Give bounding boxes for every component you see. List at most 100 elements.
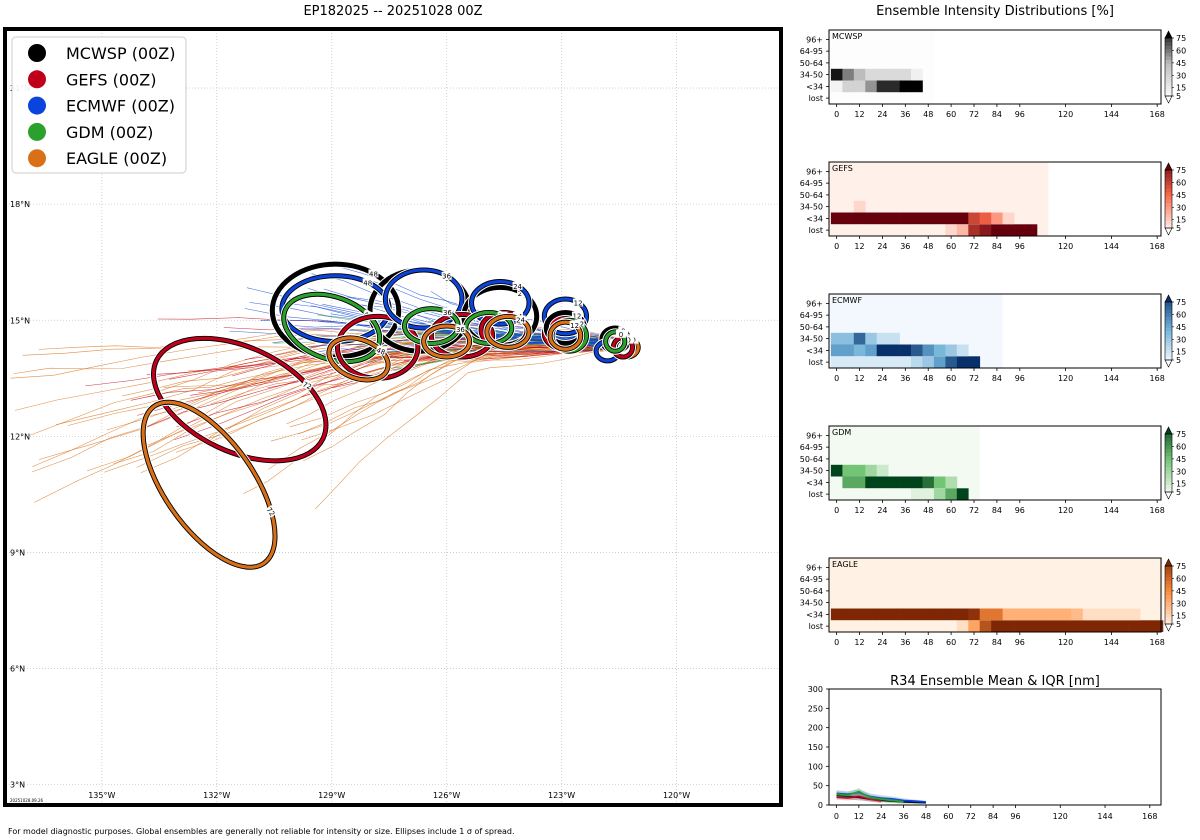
colorbar-segment — [1165, 327, 1172, 332]
heatmap-cell — [922, 344, 935, 357]
colorbar-segment — [1165, 595, 1172, 599]
heatmap-x-label: 84 — [992, 506, 1002, 515]
colorbar-segment — [1165, 488, 1172, 493]
heatmap-cell — [842, 212, 855, 225]
legend-marker-mcwsp — [28, 44, 46, 62]
colorbar-segment — [1165, 448, 1172, 453]
colorbar-tick-label: 45 — [1176, 587, 1186, 596]
colorbar-segment — [1165, 45, 1172, 50]
colorbar-segment — [1165, 481, 1172, 486]
heatmap-cell — [853, 68, 866, 81]
heatmap-x-label: 36 — [900, 506, 910, 515]
heatmap-cell — [888, 608, 900, 621]
heatmap-cell — [933, 488, 946, 500]
heatmap-x-label: 84 — [992, 638, 1002, 647]
heatmap-y-label: 64-95 — [800, 179, 823, 188]
heatmap-cell — [888, 332, 900, 345]
heatmap-y-label: 96+ — [806, 563, 823, 572]
heatmap-x-label: 168 — [1150, 110, 1165, 119]
heatmap-y-label: 34-50 — [800, 335, 823, 344]
heatmap-y-label: 64-95 — [800, 575, 823, 584]
colorbar-segment — [1165, 459, 1172, 464]
ellipse-ring — [141, 400, 277, 569]
heatmap-cell — [842, 464, 855, 477]
heatmap-x-label: 24 — [877, 506, 887, 515]
heatmap-x-label: 60 — [946, 110, 956, 119]
heatmap-y-label: <34 — [806, 346, 823, 355]
colorbar-segment — [1165, 209, 1172, 214]
colorbar-tick-label: 75 — [1176, 166, 1186, 175]
heatmap-cell — [899, 344, 912, 357]
ensemble-track — [32, 346, 628, 467]
heatmap-cell — [911, 68, 923, 81]
legend-marker-ecmwf — [28, 96, 46, 115]
map-frame — [3, 27, 783, 807]
heatmap-y-label: 96+ — [806, 431, 823, 440]
heatmap-cell — [830, 344, 843, 357]
heatmap-cell — [1059, 608, 1072, 621]
heatmap-cell — [933, 212, 946, 225]
colorbar-segment — [1165, 576, 1172, 581]
colorbar-segment — [1165, 470, 1172, 475]
heatmap-x-label: 0 — [834, 506, 839, 515]
heatmap-x-label: 48 — [923, 242, 933, 251]
colorbar-segment — [1165, 173, 1172, 178]
heatmap-cell — [1059, 620, 1072, 632]
heatmap-cell — [945, 476, 958, 489]
heatmap-cell — [865, 464, 878, 477]
heatmap-cell — [933, 608, 946, 621]
ellipse-hour-bg — [301, 379, 314, 391]
colorbar-segment — [1165, 88, 1172, 93]
heatmap-x-label: 36 — [900, 242, 910, 251]
heatmap-y-label: 34-50 — [800, 467, 823, 476]
ensemble-tracks — [10, 263, 629, 510]
heatmap-cell — [830, 356, 843, 368]
colorbar-min-extend — [1164, 623, 1173, 632]
legend-label: EAGLE (00Z) — [66, 149, 167, 168]
ensemble-track — [104, 348, 626, 473]
heatmap-cell — [876, 464, 889, 477]
heatmap-cell — [956, 344, 969, 357]
heatmap-cell — [991, 608, 1003, 621]
heatmap-cell — [899, 356, 912, 368]
heatmap-x-label: 168 — [1150, 242, 1165, 251]
ellipse-mcwsp-48h: 48 — [268, 260, 403, 361]
colorbar-segment — [1165, 224, 1172, 229]
r34-x-label: 72 — [966, 812, 976, 821]
heatmap-panel-label: ECMWF — [832, 296, 862, 305]
r34-y-label: 50 — [813, 782, 823, 791]
colorbar-tick-label: 75 — [1176, 430, 1186, 439]
heatmap-panel-label: GDM — [832, 428, 851, 437]
ellipse-hour-bg — [573, 298, 584, 307]
colorbar-tick-label: 60 — [1176, 46, 1186, 55]
colorbar-segment — [1165, 473, 1172, 478]
heatmap-cell — [1082, 608, 1095, 621]
heatmap-cell — [876, 356, 889, 368]
ellipse-ring — [604, 330, 627, 353]
heatmap-panel-label: MCWSP — [832, 32, 862, 41]
heatmap-cell — [1037, 608, 1049, 621]
ellipse-ring — [548, 320, 583, 351]
ellipse-eagle-36h: 36 — [420, 322, 474, 361]
lat-tick-label: 9°N — [10, 548, 25, 557]
heatmap-x-label: 168 — [1150, 638, 1165, 647]
heatmap-cell — [1048, 608, 1061, 621]
heatmap-cell — [968, 608, 981, 621]
heatmap-x-label: 12 — [854, 110, 864, 119]
lon-tick-label: 126°W — [433, 791, 460, 800]
heatmap-cell — [991, 224, 1003, 236]
heatmap-cell — [1082, 620, 1095, 632]
heatmap-cell — [865, 356, 878, 368]
r34-x-label: 12 — [854, 812, 864, 821]
ellipse-ring — [327, 336, 390, 382]
ellipse-hour-bg — [455, 325, 466, 334]
heatmap-panel-gdm: GDM lost <34 34-50 50-64 64-95 96+ 0 12 24 36 48 60 7… — [800, 425, 1186, 515]
colorbar-segment — [1165, 63, 1172, 68]
colorbar-segment — [1165, 598, 1172, 603]
heatmap-cell — [888, 356, 900, 368]
heatmap-y-label: <34 — [806, 610, 823, 619]
colorbar-segment — [1165, 566, 1172, 570]
heatmap-y-label: 34-50 — [800, 599, 823, 608]
ellipse-ring — [383, 268, 464, 330]
